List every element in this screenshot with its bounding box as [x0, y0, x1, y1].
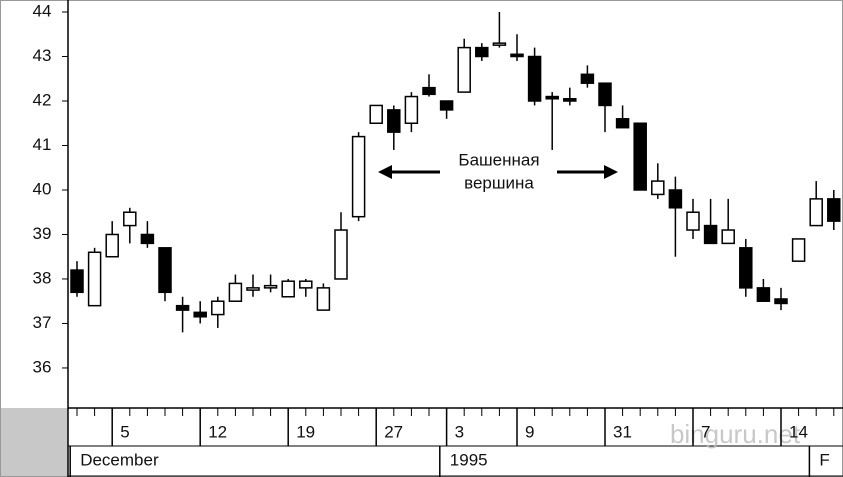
x-tick-label: 5 [120, 422, 129, 441]
x-tick-label: 9 [525, 422, 534, 441]
candle-body [774, 298, 788, 305]
candle-body [668, 189, 683, 209]
annotation: Башенная [458, 150, 539, 169]
x-tick-label: 27 [384, 422, 403, 441]
annotation: вершина [464, 173, 534, 192]
candle-body [404, 95, 419, 124]
candle-body [334, 229, 348, 280]
candle-body [263, 284, 278, 289]
candle-body [457, 46, 471, 93]
candle-body [580, 73, 595, 84]
watermark: binguru.net [670, 419, 801, 449]
candle-body [739, 247, 753, 289]
candle-body [527, 55, 542, 102]
y-tick-label: 39 [33, 224, 52, 243]
candle-body [756, 287, 771, 302]
x-tick-label: 19 [296, 422, 315, 441]
candle-body [369, 104, 383, 124]
x-tick-label: 14 [789, 422, 808, 441]
y-tick-label: 42 [33, 90, 52, 109]
candle-body [281, 280, 295, 298]
candle-body [87, 251, 102, 307]
candle-body [791, 238, 806, 262]
y-tick-label: 41 [33, 135, 52, 154]
candle-body [827, 198, 841, 222]
candle-body [175, 304, 190, 311]
candle-body [686, 211, 700, 231]
candle-body [545, 95, 559, 100]
candle-body [598, 82, 612, 107]
y-tick-label: 38 [33, 268, 52, 287]
candle-body [316, 287, 331, 311]
candle-body [615, 118, 630, 129]
candle-body [193, 311, 207, 318]
x-tick-label: 12 [208, 422, 227, 441]
arrow-left-head [378, 165, 392, 179]
month-label: December [80, 450, 159, 469]
candle-body [439, 100, 454, 111]
month-label: 1995 [450, 450, 488, 469]
candle-body [158, 247, 172, 294]
candle-body [70, 269, 84, 294]
candle-body [351, 135, 366, 218]
candle-body [475, 46, 489, 58]
candle-body [721, 229, 735, 245]
arrow-right-head [604, 165, 618, 179]
y-tick-label: 43 [33, 46, 52, 65]
x-tick-label: 3 [455, 422, 464, 441]
candle-body [246, 287, 260, 291]
candle-body [492, 42, 507, 46]
month-label: F [819, 450, 829, 469]
y-tick-label: 36 [33, 357, 52, 376]
candle-body [422, 86, 436, 96]
candle-body [633, 122, 647, 191]
candle-body [651, 180, 665, 196]
y-tick-label: 44 [33, 1, 52, 20]
x-tick-label: 31 [613, 422, 632, 441]
corner-block [0, 408, 68, 477]
candle-body [105, 233, 119, 258]
candle-body [123, 211, 137, 227]
x-tick-label: 7 [701, 422, 710, 441]
candle-body [510, 53, 524, 58]
candle-body [299, 280, 313, 289]
y-tick-label: 37 [33, 313, 52, 332]
candle-body [809, 198, 823, 227]
candle-body [140, 233, 155, 245]
y-tick-label: 40 [33, 179, 52, 198]
candle-body [387, 109, 401, 133]
candle-body [563, 98, 577, 102]
candle-body [211, 300, 225, 316]
candle-body [228, 282, 243, 302]
candle-body [703, 224, 718, 245]
